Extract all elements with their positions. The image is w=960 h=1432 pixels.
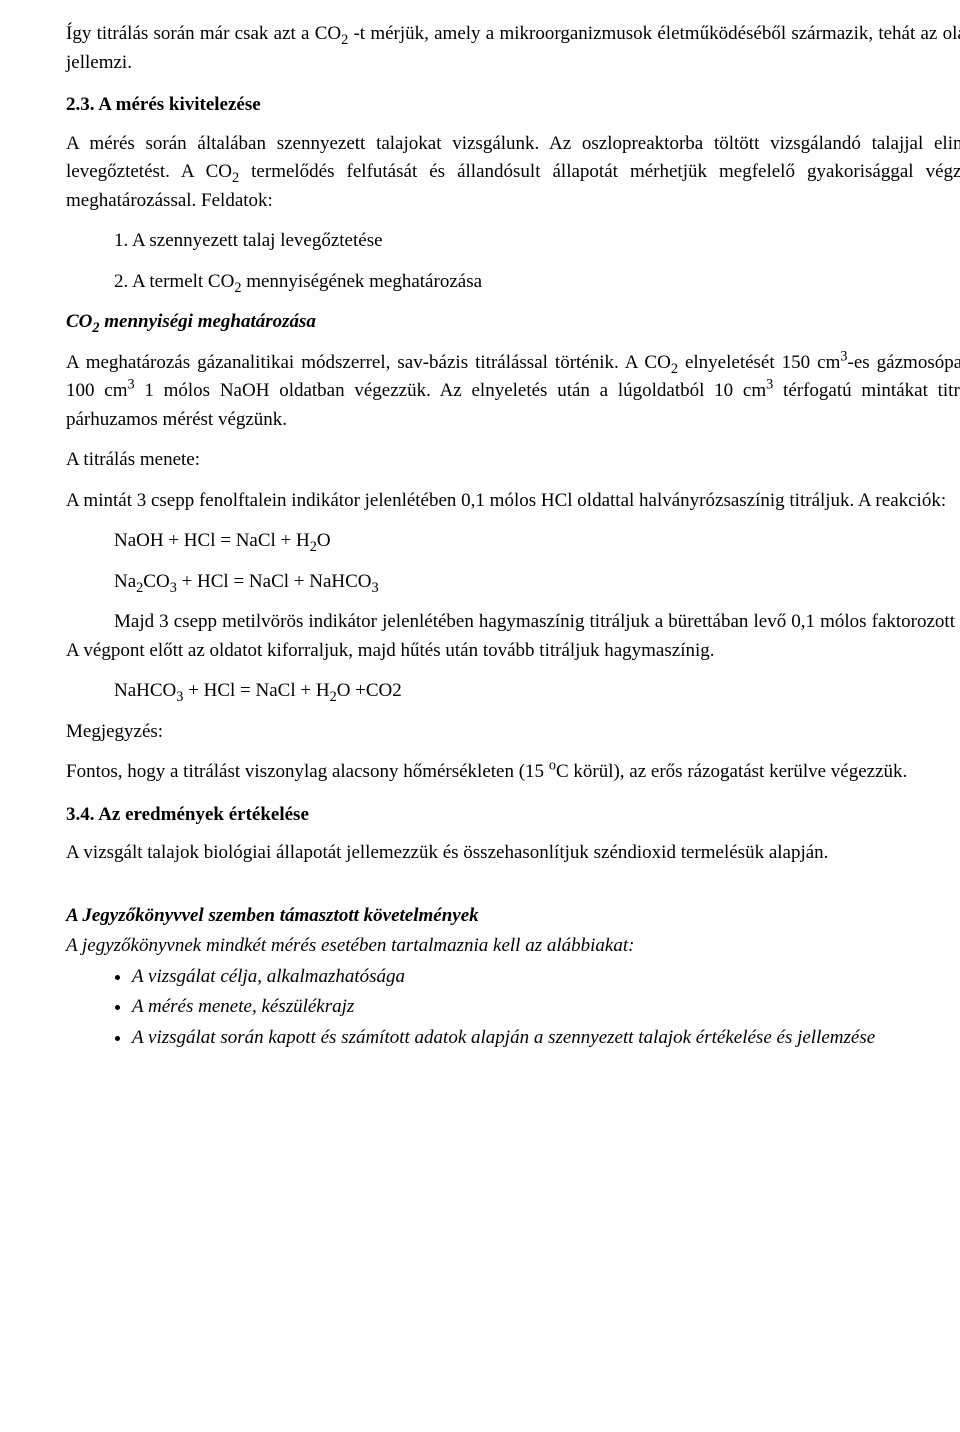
sub-3: 3	[372, 579, 379, 595]
task-1: 1. A szennyezett talaj levegőztetése	[114, 227, 960, 256]
co2-b: elnyeletését 150 cm	[678, 352, 840, 373]
eq2-c: + HCl = NaCl + NaHCO	[177, 571, 372, 592]
requirements-sub: A jegyzőkönyvnek mindkét mérés esetében …	[66, 932, 960, 961]
section-2-3-heading: 2.3. A mérés kivitelezése	[66, 91, 960, 120]
co2-heading-b: mennyiségi meghatározása	[100, 311, 316, 332]
task-2-b: mennyiségének meghatározása	[241, 271, 482, 292]
note-b: C körül), az erős rázogatást kerülve vég…	[556, 761, 907, 782]
co2-a: A meghatározás gázanalitikai módszerrel,…	[66, 352, 671, 373]
titration-p2: Majd 3 csepp metilvörös indikátor jelenl…	[66, 608, 960, 665]
section-3-4-heading: 3.4. Az eredmények értékelése	[66, 801, 960, 830]
co2-paragraph: A meghatározás gázanalitikai módszerrel,…	[66, 349, 960, 435]
task-2-a: 2. A termelt CO	[114, 271, 234, 292]
sec23-c: meghatározással. Feldatok:	[66, 190, 273, 211]
sec23-b: termelődés felfutását és állandósult áll…	[239, 161, 960, 182]
requirements-list: A vizsgálat célja, alkalmazhatósága A mé…	[104, 963, 960, 1053]
list-item: A mérés menete, készülékrajz	[132, 993, 960, 1022]
sup-3: 3	[127, 377, 134, 393]
titration-p1: A mintát 3 csepp fenolftalein indikátor …	[66, 487, 960, 516]
equation-1: NaOH + HCl = NaCl + H2O	[114, 527, 960, 556]
eq1-a: NaOH + HCl = NaCl + H	[114, 530, 310, 551]
co2-d: 1 mólos NaOH oldatban végezzük. Az elnye…	[135, 380, 767, 401]
eq3-c: O +CO2	[337, 680, 402, 701]
eq2-b: CO	[143, 571, 169, 592]
eq3-a: NaHCO	[114, 680, 176, 701]
sub-2: 2	[310, 539, 317, 555]
sub-3: 3	[170, 579, 177, 595]
list-item: A vizsgálat során kapott és számított ad…	[132, 1024, 960, 1053]
sub-2: 2	[330, 689, 337, 705]
eq2-a: Na	[114, 571, 136, 592]
co2-heading-a: CO	[66, 311, 92, 332]
titr-p2: Majd 3 csepp metilvörös indikátor jelenl…	[66, 611, 960, 661]
list-item: A vizsgálat célja, alkalmazhatósága	[132, 963, 960, 992]
sub-2: 2	[671, 360, 678, 376]
requirements-heading: A Jegyzőkönyvvel szemben támasztott köve…	[66, 902, 960, 931]
equation-2: Na2CO3 + HCl = NaCl + NaHCO3	[114, 568, 960, 597]
sub-2: 2	[92, 320, 99, 336]
intro-paragraph: Így titrálás során már csak azt a CO2 -t…	[66, 20, 960, 77]
co2-heading: CO2 mennyiségi meghatározása	[66, 308, 960, 337]
sup-o: o	[549, 758, 556, 774]
sec34-paragraph: A vizsgált talajok biológiai állapotát j…	[66, 839, 960, 868]
task-2: 2. A termelt CO2 mennyiségének meghatáro…	[114, 268, 960, 297]
note-a: Fontos, hogy a titrálást viszonylag alac…	[66, 761, 549, 782]
sec23-paragraph: A mérés során általában szennyezett tala…	[66, 130, 960, 216]
eq1-b: O	[317, 530, 331, 551]
spacer	[66, 880, 960, 902]
intro-text-a: Így titrálás során már csak azt a CO	[66, 23, 341, 44]
note-label: Megjegyzés:	[66, 718, 960, 747]
sup-3: 3	[840, 348, 847, 364]
titration-flow-label: A titrálás menete:	[66, 446, 960, 475]
equation-3: NaHCO3 + HCl = NaCl + H2O +CO2	[114, 677, 960, 706]
eq3-b: + HCl = NaCl + H	[183, 680, 329, 701]
note-paragraph: Fontos, hogy a titrálást viszonylag alac…	[66, 758, 960, 787]
